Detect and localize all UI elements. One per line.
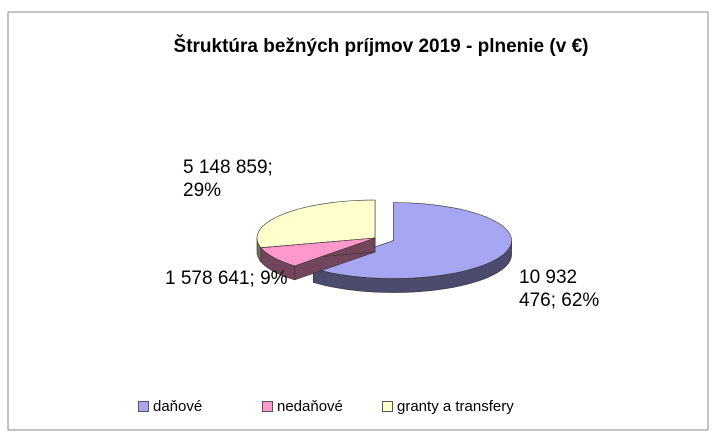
pie [256, 199, 512, 293]
chart-title: Štruktúra bežných príjmov 2019 - plnenie… [173, 36, 589, 57]
pie-slice [260, 237, 376, 281]
legend-label: daňové [153, 398, 203, 415]
slice-top [260, 237, 376, 267]
slice-top [256, 199, 376, 249]
legend-item: daňové [138, 398, 202, 415]
legend-item: granty a transfery [382, 398, 514, 415]
legend-swatch [262, 401, 273, 412]
chart-border [7, 11, 709, 431]
data-label: 10 932 476; 62% [519, 267, 600, 311]
slice-top [312, 202, 512, 279]
data-label: 5 148 859; 29% [183, 157, 273, 201]
legend-label: nedaňové [277, 398, 343, 415]
legend-swatch [138, 401, 149, 412]
data-label: 1 578 641; 9% [165, 268, 288, 289]
legend-label: granty a transfery [397, 398, 514, 415]
legend-item: nedaňové [262, 398, 343, 415]
legend-swatch [382, 401, 393, 412]
